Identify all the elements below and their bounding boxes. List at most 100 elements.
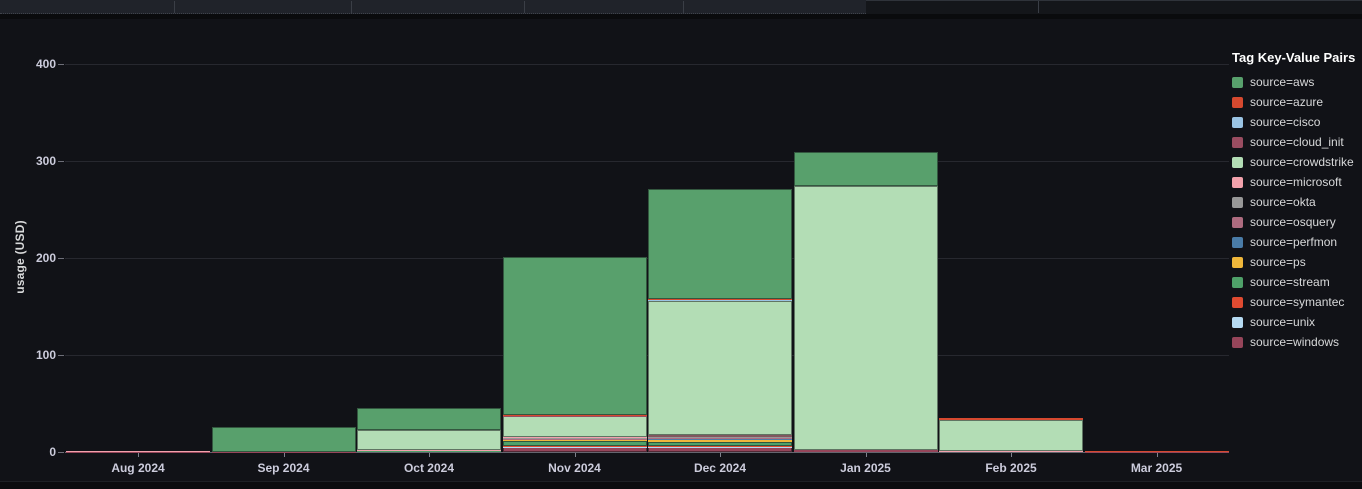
- bar-segment[interactable]: [502, 439, 647, 442]
- bar-aug-2024[interactable]: [66, 0, 210, 452]
- legend-color-swatch: [1232, 236, 1243, 248]
- legend-item-symantec[interactable]: source=symantec: [1232, 292, 1362, 312]
- x-tick-mark: [1156, 453, 1158, 457]
- legend-color-swatch: [1232, 156, 1243, 168]
- legend-item-cisco[interactable]: source=cisco: [1232, 112, 1362, 132]
- gridline: [65, 258, 1229, 259]
- bar-segment[interactable]: [648, 445, 792, 447]
- legend-item-label: source=unix: [1250, 315, 1316, 329]
- bar-segment[interactable]: [357, 451, 501, 452]
- bar-segment[interactable]: [502, 445, 647, 447]
- legend-items: source=aws source=azure source=cisco source…: [1232, 72, 1362, 352]
- legend-color-swatch: [1232, 136, 1243, 148]
- legend-item-label: source=windows: [1250, 335, 1340, 349]
- legend-item-label: source=aws: [1250, 75, 1315, 89]
- gridline: [65, 64, 1229, 65]
- bar-segment[interactable]: [648, 440, 792, 442]
- legend-title: Tag Key-Value Pairs: [1232, 50, 1356, 65]
- legend-item-perfmon[interactable]: source=perfmon: [1232, 232, 1362, 252]
- legend-item-osquery[interactable]: source=osquery: [1232, 212, 1362, 232]
- bar-segment[interactable]: [357, 429, 501, 451]
- legend-item-label: source=crowdstrike: [1250, 155, 1354, 169]
- legend-color-swatch: [1232, 76, 1243, 88]
- bar-feb-2025[interactable]: [939, 0, 1083, 452]
- y-tick-mark: [58, 258, 64, 259]
- top-chrome-dark-segment: [866, 0, 1362, 14]
- x-tick-mark: [1011, 453, 1012, 457]
- legend-item-label: source=okta: [1250, 195, 1316, 209]
- bar-segment[interactable]: [357, 408, 501, 430]
- legend-item-label: source=symantec: [1250, 295, 1345, 309]
- bar-segment[interactable]: [648, 439, 792, 441]
- bar-segment[interactable]: [793, 449, 938, 452]
- bar-segment[interactable]: [648, 300, 792, 435]
- y-tick-label: 100: [35, 348, 56, 362]
- top-chrome-separator: [351, 1, 352, 13]
- legend-color-swatch: [1232, 316, 1243, 328]
- legend-item-stream[interactable]: source=stream: [1232, 272, 1362, 292]
- bar-nov-2024[interactable]: [502, 0, 647, 452]
- bar-segment[interactable]: [502, 441, 647, 446]
- legend-item-aws[interactable]: source=aws: [1232, 72, 1362, 92]
- legend-color-swatch: [1232, 296, 1243, 308]
- bar-jan-2025[interactable]: [793, 0, 938, 452]
- top-chrome-separator: [1038, 1, 1039, 13]
- bar-segment[interactable]: [793, 151, 938, 186]
- y-tick-mark: [58, 161, 64, 162]
- x-tick-label: Aug 2024: [111, 461, 165, 475]
- bar-segment[interactable]: [793, 185, 938, 450]
- bar-segment[interactable]: [648, 438, 792, 440]
- bar-segment[interactable]: [502, 437, 647, 439]
- legend-color-swatch: [1232, 196, 1243, 208]
- bar-segment[interactable]: [939, 418, 1083, 420]
- x-tick-mark: [720, 453, 721, 457]
- legend-item-label: source=ps: [1250, 255, 1306, 269]
- x-tick-label: Feb 2025: [985, 461, 1037, 475]
- bar-segment[interactable]: [939, 419, 1083, 451]
- legend-item-crowdstrike[interactable]: source=crowdstrike: [1232, 152, 1362, 172]
- bar-segment[interactable]: [939, 451, 1083, 452]
- legend-item-ps[interactable]: source=ps: [1232, 252, 1362, 272]
- legend-color-swatch: [1232, 116, 1243, 128]
- legend-item-microsoft[interactable]: source=microsoft: [1232, 172, 1362, 192]
- x-tick-label: Sep 2024: [257, 461, 310, 475]
- x-axis-line: [65, 452, 1229, 453]
- legend-color-swatch: [1232, 256, 1243, 268]
- bar-segment[interactable]: [502, 257, 647, 416]
- x-tick-label: Oct 2024: [403, 461, 455, 475]
- x-tick-label: Jan 2025: [840, 461, 891, 475]
- x-tick-label: Mar 2025: [1130, 461, 1183, 475]
- legend-item-windows[interactable]: source=windows: [1232, 332, 1362, 352]
- bar-segment[interactable]: [648, 441, 792, 446]
- legend-item-label: source=osquery: [1250, 215, 1336, 229]
- legend-item-label: source=azure: [1250, 95, 1324, 109]
- bar-segment[interactable]: [648, 437, 792, 439]
- top-chrome-separator: [683, 1, 684, 13]
- legend-color-swatch: [1232, 216, 1243, 228]
- bar-segment[interactable]: [502, 447, 647, 452]
- bar-segment[interactable]: [648, 447, 792, 452]
- legend-item-label: source=microsoft: [1250, 175, 1342, 189]
- legend-item-label: source=stream: [1250, 275, 1330, 289]
- legend-item-label: source=cisco: [1250, 115, 1321, 129]
- bar-segment[interactable]: [211, 427, 356, 452]
- legend-item-unix[interactable]: source=unix: [1232, 312, 1362, 332]
- legend-item-cloud_init[interactable]: source=cloud_init: [1232, 132, 1362, 152]
- bar-segment[interactable]: [648, 434, 792, 438]
- top-chrome-strip: [0, 0, 1362, 14]
- x-tick-mark: [574, 453, 576, 457]
- legend-item-okta[interactable]: source=okta: [1232, 192, 1362, 212]
- bar-sep-2024[interactable]: [211, 0, 356, 452]
- legend-item-label: source=cloud_init: [1250, 135, 1344, 149]
- legend-color-swatch: [1232, 276, 1243, 288]
- y-tick-mark: [58, 64, 64, 65]
- bar-segment[interactable]: [648, 188, 792, 300]
- legend-item-azure[interactable]: source=azure: [1232, 92, 1362, 112]
- bar-dec-2024[interactable]: [648, 0, 792, 452]
- x-tick-mark: [138, 453, 139, 457]
- bar-segment[interactable]: [502, 416, 647, 438]
- bar-oct-2024[interactable]: [357, 0, 501, 452]
- y-tick-label: 300: [35, 154, 56, 168]
- bar-mar-2025[interactable]: [1084, 0, 1229, 452]
